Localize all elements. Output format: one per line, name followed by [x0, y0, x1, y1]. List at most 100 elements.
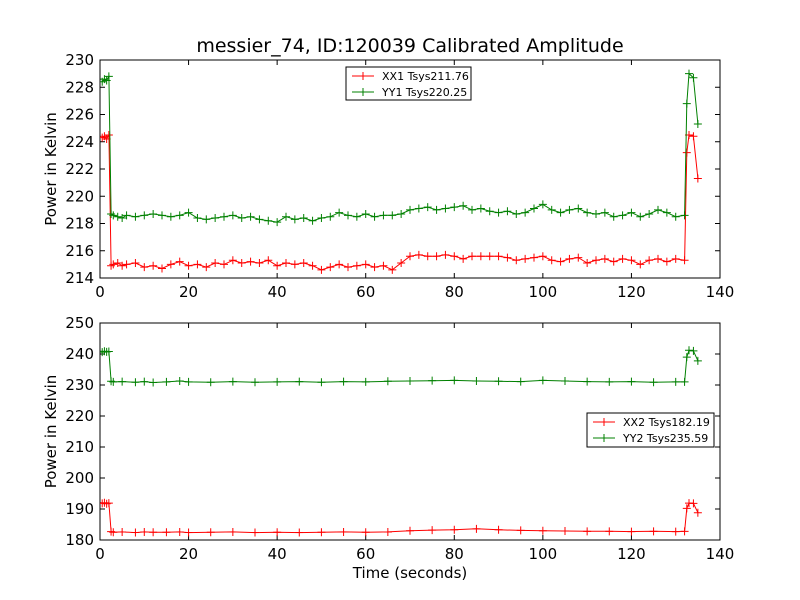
data-point	[574, 204, 583, 213]
data-point	[680, 256, 689, 265]
data-point	[671, 527, 680, 536]
data-point	[468, 205, 476, 214]
data-point	[459, 201, 468, 210]
data-point	[104, 130, 113, 139]
data-point	[516, 377, 525, 386]
data-point	[237, 259, 246, 268]
data-point	[228, 211, 237, 220]
data-point	[406, 376, 414, 385]
data-point	[397, 209, 406, 218]
data-point	[530, 253, 538, 262]
data-point	[649, 527, 658, 536]
data-point	[202, 215, 211, 224]
data-point	[149, 209, 158, 218]
data-point	[370, 263, 379, 272]
data-point	[600, 208, 609, 217]
data-point	[512, 209, 521, 218]
data-point	[113, 259, 122, 268]
data-point	[574, 253, 583, 262]
chart-title: messier_74, ID:120039 Calibrated Amplitu…	[196, 35, 623, 57]
data-point	[561, 376, 569, 385]
y-tick-label: 230	[65, 51, 94, 69]
data-point	[149, 261, 158, 270]
bottom-chart: 0 20 40 60 80 100 120 140 180 190 200 210 220 230 240 2…	[42, 314, 734, 582]
y-axis-label: Power in Kelvin	[42, 112, 60, 226]
data-point	[682, 99, 691, 108]
data-point	[689, 73, 698, 82]
data-point	[627, 527, 636, 536]
data-point	[107, 527, 116, 536]
data-point	[335, 208, 344, 217]
legend: XX1 Tsys211.76 YY1 Tsys220.25	[345, 66, 472, 101]
data-point	[432, 205, 441, 214]
data-point	[547, 205, 556, 214]
data-point	[379, 211, 388, 220]
data-point	[246, 257, 255, 266]
data-point	[406, 205, 414, 214]
data-point	[184, 261, 193, 270]
data-point	[600, 254, 609, 263]
y-tick-label: 218	[65, 215, 94, 233]
data-point	[220, 212, 228, 221]
x-tick-label: 140	[706, 283, 735, 301]
y-tick-label: 200	[65, 469, 94, 487]
data-point	[109, 260, 118, 269]
data-point	[335, 260, 344, 269]
data-point	[184, 377, 193, 386]
data-point	[273, 528, 282, 537]
data-point	[538, 200, 547, 209]
legend-marker	[359, 72, 367, 80]
data-point	[282, 259, 290, 268]
data-point	[494, 252, 503, 261]
data-point	[273, 261, 282, 270]
data-point	[682, 148, 691, 157]
data-point	[428, 526, 437, 535]
data-point	[344, 263, 352, 272]
data-point	[685, 69, 693, 78]
data-point	[583, 377, 592, 386]
data-point	[282, 212, 290, 221]
data-point	[326, 263, 335, 272]
data-point	[565, 254, 574, 263]
x-tick-label: 40	[268, 545, 287, 563]
data-point	[516, 526, 525, 535]
data-point	[295, 377, 304, 386]
data-point	[339, 377, 348, 386]
data-point	[450, 252, 459, 261]
data-point	[556, 208, 565, 217]
data-point	[102, 76, 111, 85]
data-point	[109, 211, 118, 220]
series-line	[102, 502, 699, 534]
y-tick-label: 226	[65, 106, 94, 124]
data-point	[494, 525, 503, 534]
data-point	[618, 254, 627, 263]
data-point	[140, 377, 149, 386]
data-point	[299, 259, 308, 268]
data-point	[592, 209, 600, 218]
data-point	[428, 376, 437, 385]
x-tick-label: 0	[95, 545, 105, 563]
data-point	[220, 260, 228, 269]
data-point	[308, 261, 317, 270]
data-point	[122, 211, 131, 220]
x-tick-label: 0	[95, 283, 105, 301]
data-point	[102, 135, 111, 144]
data-point	[388, 265, 397, 274]
data-point	[538, 376, 547, 385]
x-tick-label: 20	[179, 283, 198, 301]
data-point	[450, 376, 459, 385]
data-point	[627, 256, 636, 265]
data-point	[361, 528, 370, 537]
data-point	[175, 257, 184, 266]
data-point	[140, 527, 149, 536]
data-point	[352, 212, 361, 221]
data-point	[441, 204, 450, 213]
data-point	[166, 260, 175, 269]
data-point	[432, 252, 441, 261]
data-point	[609, 212, 618, 221]
data-point	[693, 508, 702, 517]
data-point	[662, 208, 671, 217]
data-point	[547, 256, 556, 265]
y-tick-label: 222	[65, 160, 94, 178]
